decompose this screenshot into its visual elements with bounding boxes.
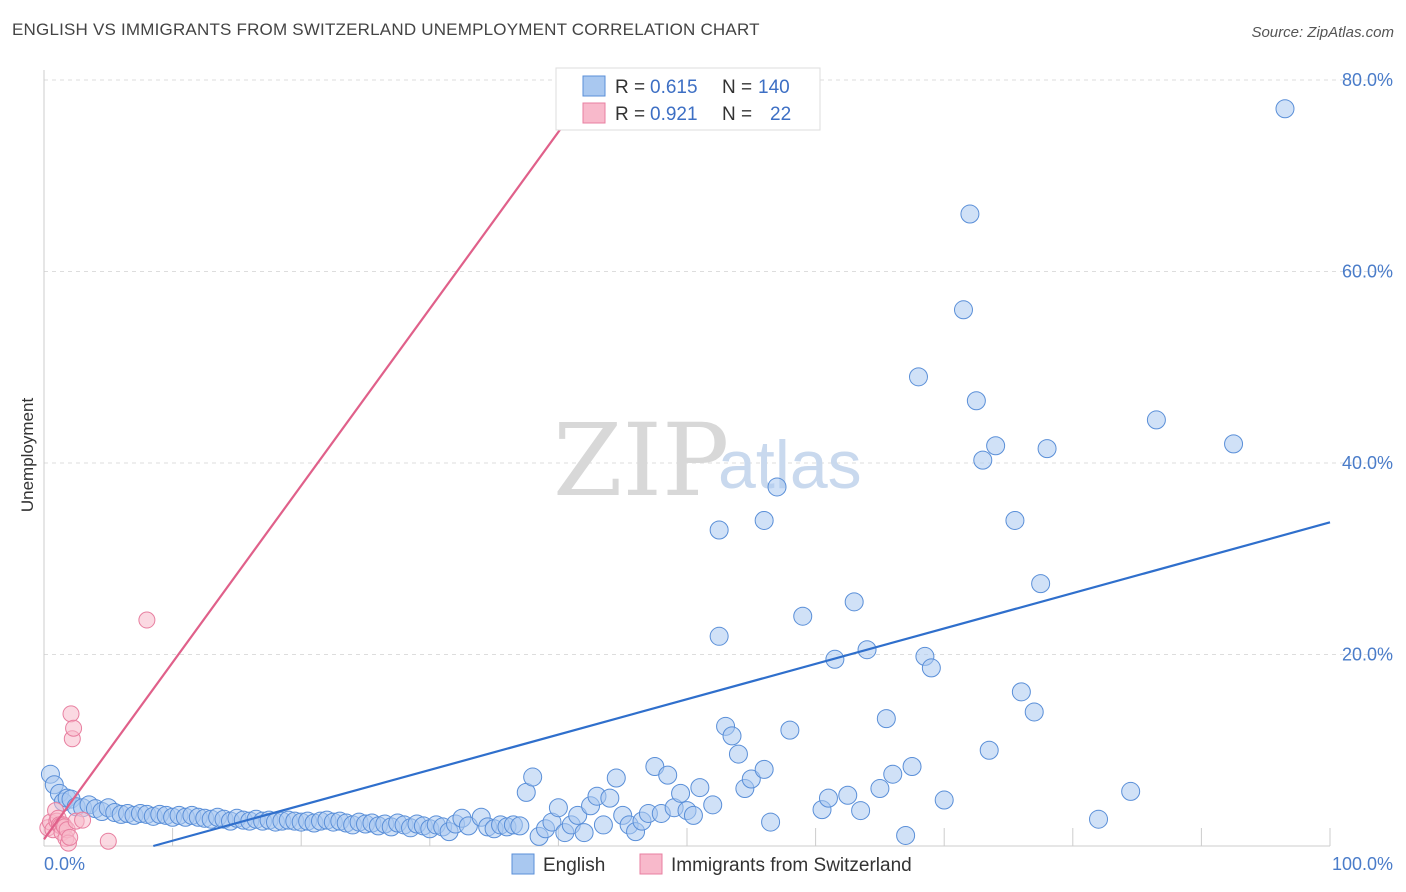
english-point xyxy=(754,759,774,779)
english-point xyxy=(960,204,980,224)
swiss-stat-swatch xyxy=(582,102,606,124)
english-point xyxy=(1037,439,1057,459)
english-point xyxy=(1121,781,1141,801)
trendlines xyxy=(43,122,1331,848)
english-point xyxy=(793,606,813,626)
chart-title: ENGLISH VS IMMIGRANTS FROM SWITZERLAND U… xyxy=(12,20,760,39)
english-point xyxy=(818,788,838,808)
swiss-n-label: N = xyxy=(722,104,752,125)
swiss-point xyxy=(74,811,92,829)
english-point xyxy=(1011,682,1031,702)
swiss-point xyxy=(65,719,83,737)
english-point xyxy=(896,825,916,845)
english-point xyxy=(1089,809,1109,829)
english-point xyxy=(703,795,723,815)
stats-box: R = 0.615 N = 140 R = 0.921 N = 22 xyxy=(555,67,821,131)
english-point xyxy=(709,626,729,646)
english-point xyxy=(1031,574,1051,594)
english-point xyxy=(1146,410,1166,430)
x-tick-labels: 0.0% 100.0% xyxy=(44,854,1393,874)
english-point xyxy=(876,709,896,729)
english-point xyxy=(767,477,787,497)
english-point xyxy=(722,726,742,746)
chart-source: Source: ZipAtlas.com xyxy=(1251,24,1394,41)
english-point xyxy=(844,592,864,612)
x-tick-label: 100.0% xyxy=(1332,854,1393,874)
english-point xyxy=(966,391,986,411)
y-tick-label: 20.0% xyxy=(1342,645,1393,665)
english-point xyxy=(671,783,691,803)
y-tick-label: 80.0% xyxy=(1342,70,1393,90)
english-point xyxy=(683,805,703,825)
english-point xyxy=(870,779,890,799)
english-point xyxy=(606,768,626,788)
legend-english-label: English xyxy=(543,855,605,876)
english-point xyxy=(568,805,588,825)
english-n-label: N = xyxy=(722,77,752,98)
swiss-trendline xyxy=(43,122,566,840)
english-point xyxy=(523,767,543,787)
swiss-n-value: 22 xyxy=(770,104,791,125)
english-point xyxy=(658,765,678,785)
english-point xyxy=(1224,434,1244,454)
english-point xyxy=(593,815,613,835)
english-point xyxy=(973,450,993,470)
english-point xyxy=(600,788,620,808)
watermark-zip: ZIP xyxy=(553,402,729,519)
swiss-point xyxy=(62,705,80,723)
english-r-value: 0.615 xyxy=(650,77,698,98)
english-point xyxy=(780,720,800,740)
english-stat-swatch xyxy=(582,75,606,97)
english-point xyxy=(883,764,903,784)
english-point xyxy=(908,367,928,387)
english-point xyxy=(851,801,871,821)
swiss-r-value: 0.921 xyxy=(650,104,698,125)
y-axis-label: Unemployment xyxy=(18,398,37,513)
english-point xyxy=(754,510,774,530)
english-point xyxy=(548,798,568,818)
english-point xyxy=(761,812,781,832)
english-point xyxy=(986,436,1006,456)
english-point xyxy=(510,816,530,836)
swiss-r-label: R = xyxy=(615,104,645,125)
english-point xyxy=(690,778,710,798)
legend-english-swatch xyxy=(511,853,535,875)
english-point xyxy=(979,740,999,760)
english-point xyxy=(953,300,973,320)
swiss-point xyxy=(99,832,117,850)
english-n-value: 140 xyxy=(758,77,790,98)
english-point xyxy=(921,658,941,678)
watermark: ZIP atlas xyxy=(553,402,862,519)
y-tick-labels: 20.0% 40.0% 60.0% 80.0% xyxy=(1342,70,1393,665)
english-point xyxy=(1005,510,1025,530)
english-point xyxy=(709,520,729,540)
english-point xyxy=(741,769,761,789)
english-point xyxy=(574,823,594,843)
swiss-point xyxy=(138,611,156,629)
english-point xyxy=(1275,99,1295,119)
english-r-label: R = xyxy=(615,77,645,98)
english-point xyxy=(838,785,858,805)
watermark-atlas: atlas xyxy=(718,427,862,503)
english-points xyxy=(40,99,1295,846)
english-point xyxy=(1024,702,1044,722)
legend: English Immigrants from Switzerland xyxy=(511,853,912,876)
swiss-point xyxy=(61,828,79,846)
english-point xyxy=(902,757,922,777)
y-tick-label: 60.0% xyxy=(1342,262,1393,282)
english-point xyxy=(728,744,748,764)
english-point xyxy=(934,790,954,810)
english-trendline xyxy=(153,521,1331,848)
y-tick-label: 40.0% xyxy=(1342,453,1393,473)
x-tick-label: 0.0% xyxy=(44,854,85,874)
legend-swiss-swatch xyxy=(639,853,663,875)
legend-swiss-label: Immigrants from Switzerland xyxy=(671,855,912,876)
gridlines xyxy=(44,79,1390,846)
